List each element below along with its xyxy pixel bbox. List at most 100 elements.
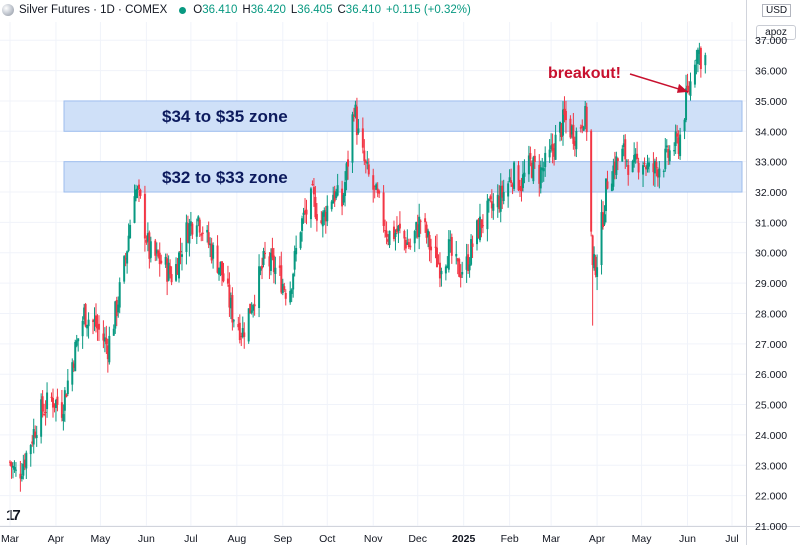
candle-body xyxy=(693,64,696,85)
candle-body xyxy=(685,88,688,121)
candle-body xyxy=(41,396,44,412)
candle-body xyxy=(94,315,97,327)
candle-body xyxy=(656,169,659,178)
candle-body xyxy=(219,261,222,270)
candle-body xyxy=(200,234,203,236)
candle-body xyxy=(117,304,120,313)
candle-body xyxy=(185,222,188,252)
candle-body xyxy=(477,219,480,238)
candle-body xyxy=(406,242,409,245)
axis-control-button[interactable]: apoz xyxy=(756,25,796,40)
candle-body xyxy=(86,325,89,329)
x-tick-label: Jul xyxy=(184,533,197,545)
currency-selector[interactable]: USD xyxy=(762,4,792,17)
candle-body xyxy=(425,224,428,238)
candle-body xyxy=(347,159,350,167)
candle-body xyxy=(560,124,563,137)
candle-body xyxy=(689,81,692,96)
candle-body xyxy=(299,232,302,249)
candle-body xyxy=(164,256,167,265)
change-value: +0.115 (+0.32%) xyxy=(385,4,471,16)
candle-body xyxy=(444,266,447,274)
candle-body xyxy=(22,464,25,476)
candle-body xyxy=(305,209,308,215)
candle-body xyxy=(166,258,169,282)
candle-body xyxy=(674,131,677,147)
candle-body xyxy=(688,89,691,93)
candle-body xyxy=(92,320,95,322)
candle-body xyxy=(281,283,284,294)
candle-body xyxy=(513,162,516,189)
candle-body xyxy=(470,239,473,265)
candle-body xyxy=(610,183,613,192)
candle-body xyxy=(295,247,298,255)
chart-title: Silver Futures · 1D · COMEX xyxy=(19,4,168,16)
candle-body xyxy=(50,396,53,398)
candle-body xyxy=(683,119,686,132)
candle-body xyxy=(450,237,453,256)
candle-body xyxy=(83,307,86,320)
candle-body xyxy=(263,252,266,255)
breakout-annotation: breakout! xyxy=(548,65,621,82)
open-value: 36.410 xyxy=(202,4,238,16)
candle-body xyxy=(238,322,241,341)
candle-body xyxy=(66,380,69,395)
candle-body xyxy=(594,256,597,275)
candle-body xyxy=(533,155,536,162)
candle-body xyxy=(591,235,594,266)
candle-body xyxy=(335,191,338,199)
candle-body xyxy=(655,161,658,168)
candle-body xyxy=(366,162,369,164)
candle-body xyxy=(342,195,345,203)
candle-body xyxy=(427,230,430,237)
zone-label: $34 to $35 zone xyxy=(162,107,288,126)
candle-body xyxy=(103,337,106,342)
candle-body xyxy=(292,273,295,290)
candle-body xyxy=(311,184,314,186)
candle-body xyxy=(290,289,293,294)
candle-body xyxy=(352,115,355,117)
candle-body xyxy=(129,224,132,239)
candle-body xyxy=(191,223,194,235)
candle-body xyxy=(367,164,370,175)
x-tick-label: Jul xyxy=(725,533,738,545)
candle-body xyxy=(332,194,335,204)
candle-body xyxy=(133,196,136,223)
candle-body xyxy=(212,245,215,259)
currency-label: USD xyxy=(762,4,792,17)
candle-body xyxy=(602,212,605,227)
candle-body xyxy=(590,130,593,232)
candle-body xyxy=(621,148,624,162)
candle-body xyxy=(561,109,564,136)
candle-body xyxy=(188,222,191,244)
candle-body xyxy=(301,218,304,231)
candle-body xyxy=(31,441,34,444)
y-tick-label: 31.000 xyxy=(755,217,787,229)
candle-body xyxy=(636,153,639,159)
candle-body xyxy=(542,168,545,172)
candle-body xyxy=(622,143,625,148)
candle-body xyxy=(124,258,127,260)
x-tick-label: Oct xyxy=(319,533,335,545)
candle-body xyxy=(615,156,618,175)
candle-body xyxy=(289,290,292,303)
candle-body xyxy=(283,286,286,290)
candle-body xyxy=(699,47,702,70)
candle-body xyxy=(564,110,567,121)
candle-body xyxy=(74,341,77,372)
candle-body xyxy=(176,264,179,275)
candle-body xyxy=(502,192,505,202)
candle-body xyxy=(9,461,11,463)
candle-body xyxy=(612,165,615,187)
candle-body xyxy=(293,251,296,270)
candle-body xyxy=(415,222,418,231)
candle-body xyxy=(384,230,387,232)
candle-body xyxy=(14,469,17,471)
candle-body xyxy=(112,328,115,336)
candle-body xyxy=(20,476,23,479)
candle-body xyxy=(216,245,219,273)
candle-body xyxy=(664,148,667,170)
candle-body xyxy=(446,265,449,268)
